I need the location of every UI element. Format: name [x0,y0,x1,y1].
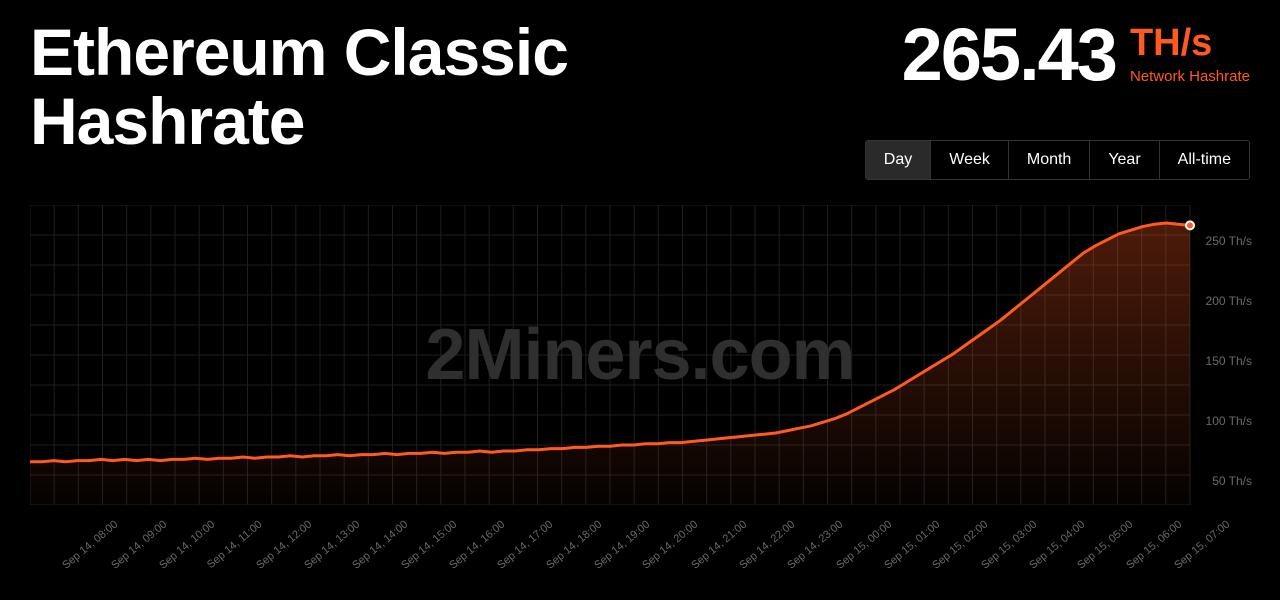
tab-month[interactable]: Month [1009,141,1090,179]
tab-all-time[interactable]: All-time [1160,141,1249,179]
y-tick-label: 100 Th/s [1206,414,1252,428]
header: Ethereum Classic Hashrate 265.43 TH/s Ne… [30,0,1250,157]
hashrate-value: 265.43 [902,18,1116,92]
tab-year[interactable]: Year [1090,141,1159,179]
tab-day[interactable]: Day [866,141,931,179]
chart-svg [30,205,1250,505]
hashrate-unit-block: TH/s Network Hashrate [1130,18,1250,85]
dashboard-panel: Ethereum Classic Hashrate 265.43 TH/s Ne… [0,0,1280,600]
tab-week[interactable]: Week [931,141,1009,179]
y-tick-label: 200 Th/s [1206,294,1252,308]
hashrate-chart: 2Miners.com 50 Th/s100 Th/s150 Th/s200 T… [30,205,1250,505]
hashrate-label: Network Hashrate [1130,68,1250,85]
hashrate-stat: 265.43 TH/s Network Hashrate [902,18,1250,92]
page-title: Ethereum Classic Hashrate [30,18,750,157]
x-axis-labels: Sep 14, 08:00Sep 14, 09:00Sep 14, 10:00S… [30,515,1190,595]
y-tick-label: 150 Th/s [1206,354,1252,368]
y-tick-label: 50 Th/s [1212,474,1252,488]
y-tick-label: 250 Th/s [1206,234,1252,248]
time-range-tabs: DayWeekMonthYearAll-time [865,140,1250,180]
hashrate-unit: TH/s [1130,24,1212,62]
